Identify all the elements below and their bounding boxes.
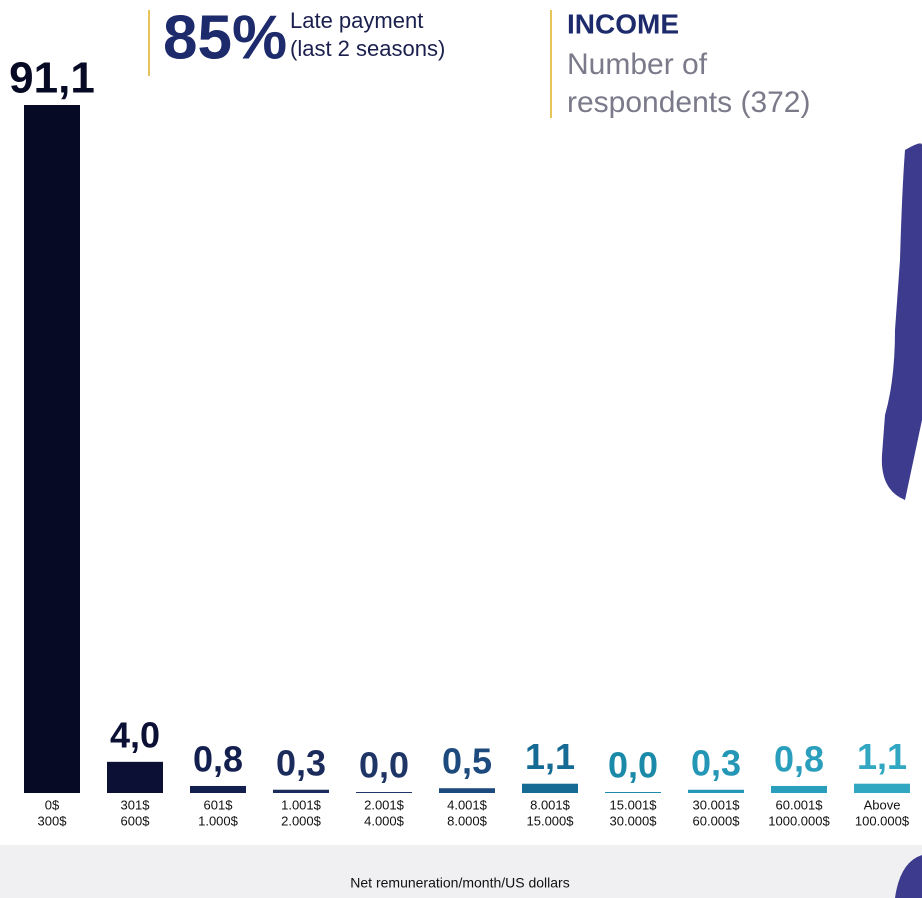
x-tick-label: 8.000$ — [447, 813, 488, 828]
bar — [854, 783, 910, 792]
subtitle: respondents (372) — [567, 86, 811, 119]
x-tick-label: 60.000$ — [693, 813, 741, 828]
bar — [522, 783, 578, 792]
x-tick-label: 60.001$ — [776, 797, 824, 812]
note-line: (last 2 seasons) — [290, 36, 445, 61]
x-tick-label: 15.000$ — [527, 813, 575, 828]
bar — [107, 761, 163, 792]
x-tick-label: 4.000$ — [364, 813, 405, 828]
value-label: 0,5 — [442, 741, 492, 782]
x-tick-label: Above — [864, 797, 901, 812]
x-tick-label: 2.001$ — [364, 797, 405, 812]
value-label: 1,1 — [525, 736, 575, 777]
value-label: 4,0 — [110, 714, 160, 755]
value-label: 91,1 — [9, 54, 95, 103]
silhouette — [881, 143, 922, 501]
x-tick-label: 1.001$ — [281, 797, 322, 812]
x-tick-label: 8.001$ — [530, 797, 571, 812]
x-tick-label: 2.000$ — [281, 813, 322, 828]
bar — [273, 789, 329, 792]
bar — [771, 785, 827, 792]
x-tick-label: 600$ — [121, 813, 151, 828]
silhouette-foot — [895, 855, 922, 898]
x-tick-label: 601$ — [204, 797, 234, 812]
value-label: 0,3 — [276, 742, 326, 783]
x-tick-label: 30.000$ — [610, 813, 658, 828]
x-tick-label: 301$ — [121, 797, 151, 812]
x-tick-label: 1.000$ — [198, 813, 239, 828]
value-label: 0,3 — [691, 742, 741, 783]
x-tick-label: 300$ — [38, 813, 68, 828]
x-tick-label: 4.001$ — [447, 797, 488, 812]
x-tick-label: 30.001$ — [693, 797, 741, 812]
x-tick-label: 100.000$ — [855, 813, 910, 828]
x-tick-label: 15.001$ — [610, 797, 658, 812]
subtitle: Number of — [567, 48, 708, 81]
chart-title: INCOME — [567, 8, 679, 39]
value-label: 0,8 — [774, 738, 824, 779]
value-label: 0,0 — [608, 745, 658, 786]
note-line: Late payment — [290, 8, 423, 33]
value-label: 0,0 — [359, 745, 409, 786]
value-label: 1,1 — [857, 736, 907, 777]
bar — [688, 789, 744, 792]
x-tick-label: 0$ — [45, 797, 60, 812]
value-label: 0,8 — [193, 738, 243, 779]
big-number: 85% — [163, 3, 287, 72]
bar — [24, 105, 80, 792]
footer-band — [0, 845, 922, 898]
x-axis-label: Net remuneration/month/US dollars — [350, 875, 569, 891]
x-tick-label: 1000.000$ — [768, 813, 830, 828]
bar — [190, 785, 246, 792]
bar — [439, 788, 495, 792]
